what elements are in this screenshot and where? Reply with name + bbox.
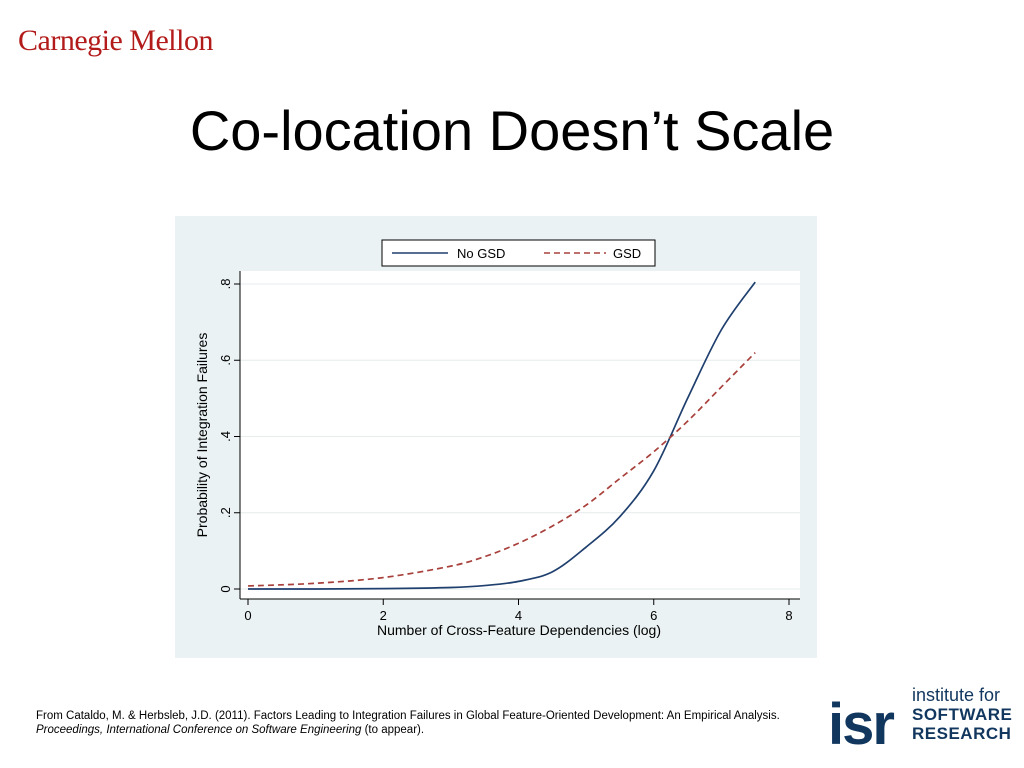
x-tick-label: 8: [785, 608, 792, 623]
isr-mark-icon: isr: [826, 682, 904, 750]
isr-line-1: institute for: [912, 685, 1001, 705]
y-tick-label: .6: [218, 355, 233, 366]
carnegie-mellon-logo: Carnegie Mellon: [18, 24, 213, 57]
citation-text: From Cataldo, M. & Herbsleb, J.D. (2011)…: [36, 710, 780, 722]
y-axis-label: Probability of Integration Failures: [194, 333, 210, 538]
y-tick-label: .4: [218, 431, 233, 442]
y-tick-label: .2: [218, 507, 233, 518]
plot-area: [240, 271, 800, 599]
series-lines: [247, 281, 756, 590]
axes: 0 .2 .4 .6 .8 0 2 4 6 8: [218, 271, 800, 623]
citation-tail: (to appear).: [361, 724, 425, 736]
x-tick-label: 6: [650, 608, 657, 623]
isr-logo: isr institute for SOFTWARE RESEARCH: [826, 682, 1012, 750]
slide-title: Co-location Doesn’t Scale: [189, 99, 835, 162]
isr-line-3: RESEARCH: [912, 724, 1012, 743]
x-axis-label: Number of Cross-Feature Dependencies (lo…: [377, 622, 661, 638]
citation-venue: Proceedings, International Conference on…: [36, 724, 362, 736]
legend: No GSD GSD: [381, 239, 656, 267]
x-tick-label: 0: [244, 608, 251, 623]
isr-line-2: SOFTWARE: [912, 705, 1013, 724]
chart-panel: 0 .2 .4 .6 .8 0 2 4 6 8 No GSD GSD Number of Cros…: [175, 216, 817, 658]
line-chart: 0 .2 .4 .6 .8 0 2 4 6 8 No GSD GSD Number of Cros…: [194, 239, 800, 638]
series-line-no-gsd: [247, 281, 756, 590]
x-tick-label: 4: [515, 608, 522, 623]
citation: From Cataldo, M. & Herbsleb, J.D. (2011)…: [36, 709, 796, 737]
legend-label-gsd: GSD: [613, 246, 641, 261]
grid-lines: [240, 283, 800, 590]
x-tick-label: 2: [380, 608, 387, 623]
isr-mark-text: isr: [828, 692, 894, 750]
y-tick-label: .8: [218, 279, 233, 290]
y-tick-label: 0: [218, 585, 233, 592]
legend-label-no-gsd: No GSD: [457, 246, 505, 261]
series-line-gsd: [247, 352, 756, 587]
isr-wordmark: institute for SOFTWARE RESEARCH: [912, 685, 1013, 744]
